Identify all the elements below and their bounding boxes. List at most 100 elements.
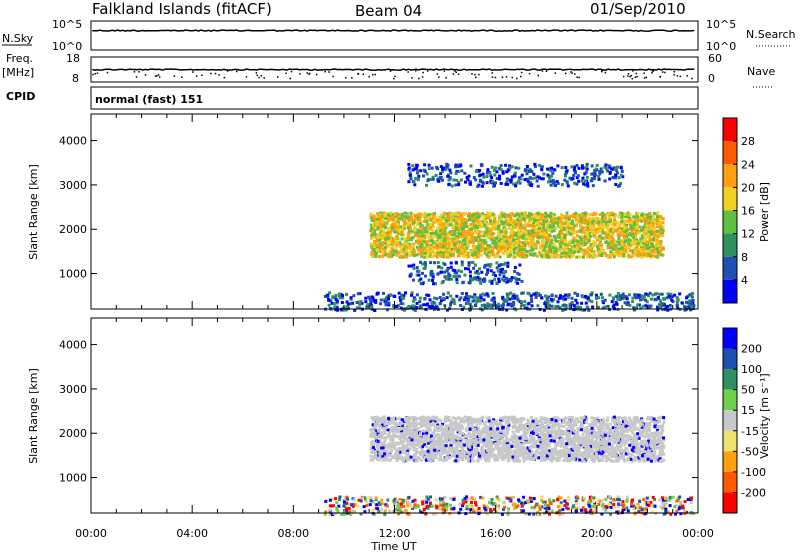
- echo-cell: [583, 308, 587, 312]
- echo-cell: [463, 225, 466, 229]
- echo-cell: [659, 216, 663, 220]
- colorbar-tick-label: 4: [741, 274, 748, 287]
- echo-cell: [525, 172, 529, 176]
- echo-cell: [592, 254, 596, 258]
- echo-cell: [487, 232, 491, 236]
- echo-cell: [479, 238, 482, 242]
- echo-cell: [493, 227, 497, 231]
- echo-cell: [472, 295, 476, 299]
- echo-cell: [424, 230, 428, 233]
- echo-cell: [433, 212, 437, 215]
- echo-cell: [565, 211, 569, 215]
- echo-cell: [419, 169, 423, 173]
- echo-cell: [551, 219, 555, 223]
- echo-cell: [480, 184, 484, 188]
- echo-cell: [506, 243, 510, 247]
- echo-cell: [608, 246, 612, 250]
- echo-cell: [468, 182, 472, 186]
- echo-cell: [430, 303, 434, 307]
- echo-cell: [454, 227, 458, 231]
- echo-cell: [510, 247, 514, 251]
- nave-dot: [443, 70, 446, 72]
- echo-cell: [597, 242, 601, 246]
- echo-cell: [465, 233, 469, 237]
- echo-cell: [469, 164, 473, 168]
- nave-dot: [623, 75, 625, 78]
- echo-cell: [582, 230, 585, 234]
- echo-cell: [478, 225, 482, 229]
- velocity-echoes: [323, 415, 695, 516]
- echo-cell: [429, 239, 433, 242]
- echo-cell: [530, 297, 533, 301]
- echo-cell: [620, 297, 624, 301]
- echo-cell: [406, 216, 410, 220]
- echo-cell: [511, 222, 515, 226]
- echo-cell: [466, 178, 470, 182]
- echo-cell: [453, 231, 457, 235]
- echo-cell: [594, 236, 598, 239]
- echo-cell: [622, 423, 626, 427]
- echo-cell: [550, 226, 554, 230]
- echo-cell: [390, 254, 394, 258]
- echo-cell: [606, 304, 610, 308]
- echo-cell: [355, 306, 359, 310]
- echo-cell: [602, 220, 606, 224]
- echo-cell: [648, 212, 652, 216]
- echo-cell: [513, 276, 517, 280]
- echo-cell: [460, 249, 464, 253]
- echo-cell: [547, 180, 550, 184]
- echo-cell: [586, 241, 590, 245]
- echo-cell: [427, 236, 431, 240]
- echo-cell: [658, 299, 662, 302]
- echo-cell: [520, 231, 524, 235]
- echo-cell: [446, 275, 450, 278]
- echo-cell: [578, 444, 582, 448]
- echo-cell: [416, 178, 420, 182]
- echo-cell: [636, 241, 640, 245]
- echo-cell: [564, 239, 567, 243]
- echo-cell: [474, 169, 478, 173]
- echo-cell: [383, 226, 387, 229]
- echo-cell: [377, 254, 381, 258]
- echo-cell: [499, 248, 503, 252]
- echo-cell: [501, 267, 504, 271]
- echo-cell: [530, 299, 534, 303]
- echo-cell: [418, 296, 422, 300]
- echo-cell: [445, 218, 449, 222]
- echo-cell: [467, 230, 471, 234]
- echo-cell: [456, 237, 460, 241]
- echo-cell: [631, 296, 635, 300]
- echo-cell: [478, 230, 482, 234]
- echo-cell: [509, 180, 513, 184]
- echo-cell: [632, 216, 636, 220]
- echo-cell: [510, 175, 514, 179]
- nave-dot: [452, 73, 455, 75]
- echo-cell: [449, 171, 453, 175]
- echo-cell: [649, 304, 653, 308]
- echo-cell: [642, 247, 646, 251]
- echo-cell: [492, 223, 496, 227]
- echo-cell: [399, 293, 403, 297]
- echo-cell: [464, 296, 468, 300]
- echo-cell: [521, 214, 525, 218]
- echo-cell: [614, 252, 617, 256]
- echo-cell: [598, 172, 602, 176]
- echo-cell: [441, 227, 445, 231]
- echo-cell: [468, 240, 471, 244]
- echo-cell: [379, 242, 383, 246]
- echo-cell: [597, 296, 601, 300]
- echo-cell: [449, 265, 453, 269]
- echo-cell: [463, 273, 467, 277]
- echo-cell: [407, 264, 411, 268]
- echo-cell: [442, 252, 446, 256]
- echo-cell: [551, 171, 555, 175]
- echo-cell: [408, 171, 412, 175]
- echo-cell: [610, 233, 614, 237]
- echo-cell: [547, 306, 551, 310]
- echo-cell: [503, 231, 507, 235]
- echo-cell: [577, 255, 581, 259]
- echo-cell: [395, 243, 399, 247]
- echo-cell: [460, 260, 464, 264]
- echo-cell: [653, 212, 657, 216]
- echo-cell: [552, 298, 556, 302]
